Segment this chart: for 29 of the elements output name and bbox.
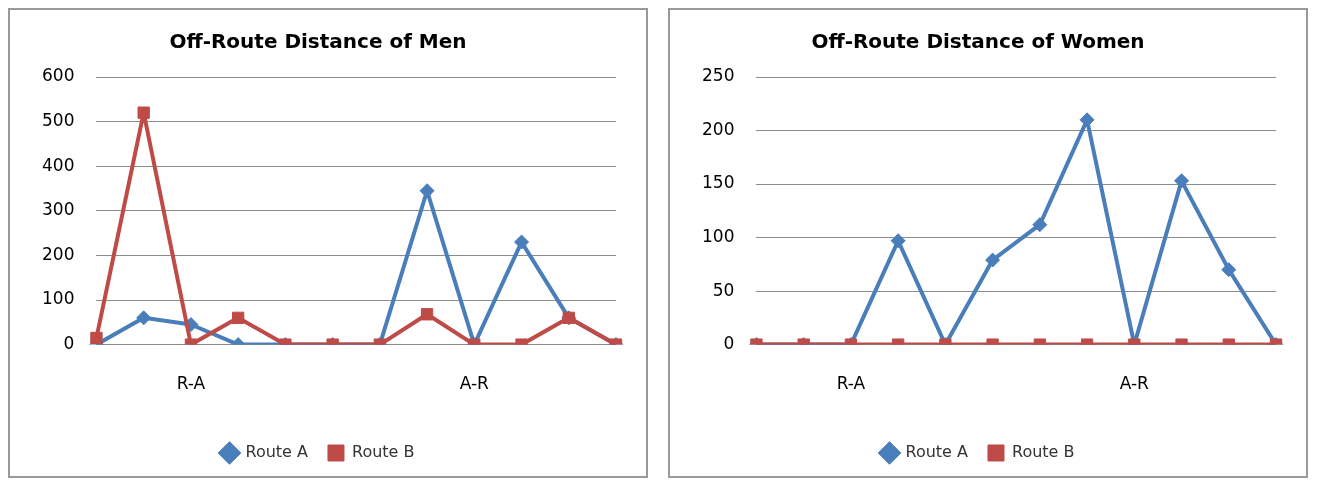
point <box>1032 217 1048 233</box>
y-tick-label: 150 <box>701 172 735 193</box>
chart-title: Off-Route Distance of Men <box>169 29 467 54</box>
y-tick-label: 200 <box>701 118 735 139</box>
y-tick-label: 200 <box>41 243 75 264</box>
y-tick-label: 50 <box>712 279 735 300</box>
y-tick-label: 100 <box>41 288 75 309</box>
point <box>1079 112 1095 128</box>
chart-title: Off-Route Distance of Women <box>811 29 1145 54</box>
y-tick-label: 100 <box>701 225 735 246</box>
x-tick-label: A-R <box>459 373 490 394</box>
y-tick-label: 300 <box>41 199 75 220</box>
x-tick-label: R-A <box>836 373 866 394</box>
y-tick-label: 600 <box>41 65 75 86</box>
point <box>985 252 1001 268</box>
x-tick-label: R-A <box>176 373 206 394</box>
point <box>1174 173 1190 189</box>
y-tick-label: 250 <box>701 65 735 86</box>
y-tick-label: 0 <box>723 333 735 354</box>
y-tick-label: 400 <box>41 154 75 175</box>
point <box>1221 262 1237 278</box>
y-tick-label: 0 <box>63 333 75 354</box>
legend-label: Route B <box>1011 442 1075 462</box>
legend-label: Route A <box>245 442 309 462</box>
point <box>890 233 906 249</box>
legend-label: Route A <box>905 442 969 462</box>
y-tick-label: 500 <box>41 110 75 131</box>
x-tick-label: A-R <box>1119 373 1150 394</box>
legend-label: Route B <box>351 442 415 462</box>
